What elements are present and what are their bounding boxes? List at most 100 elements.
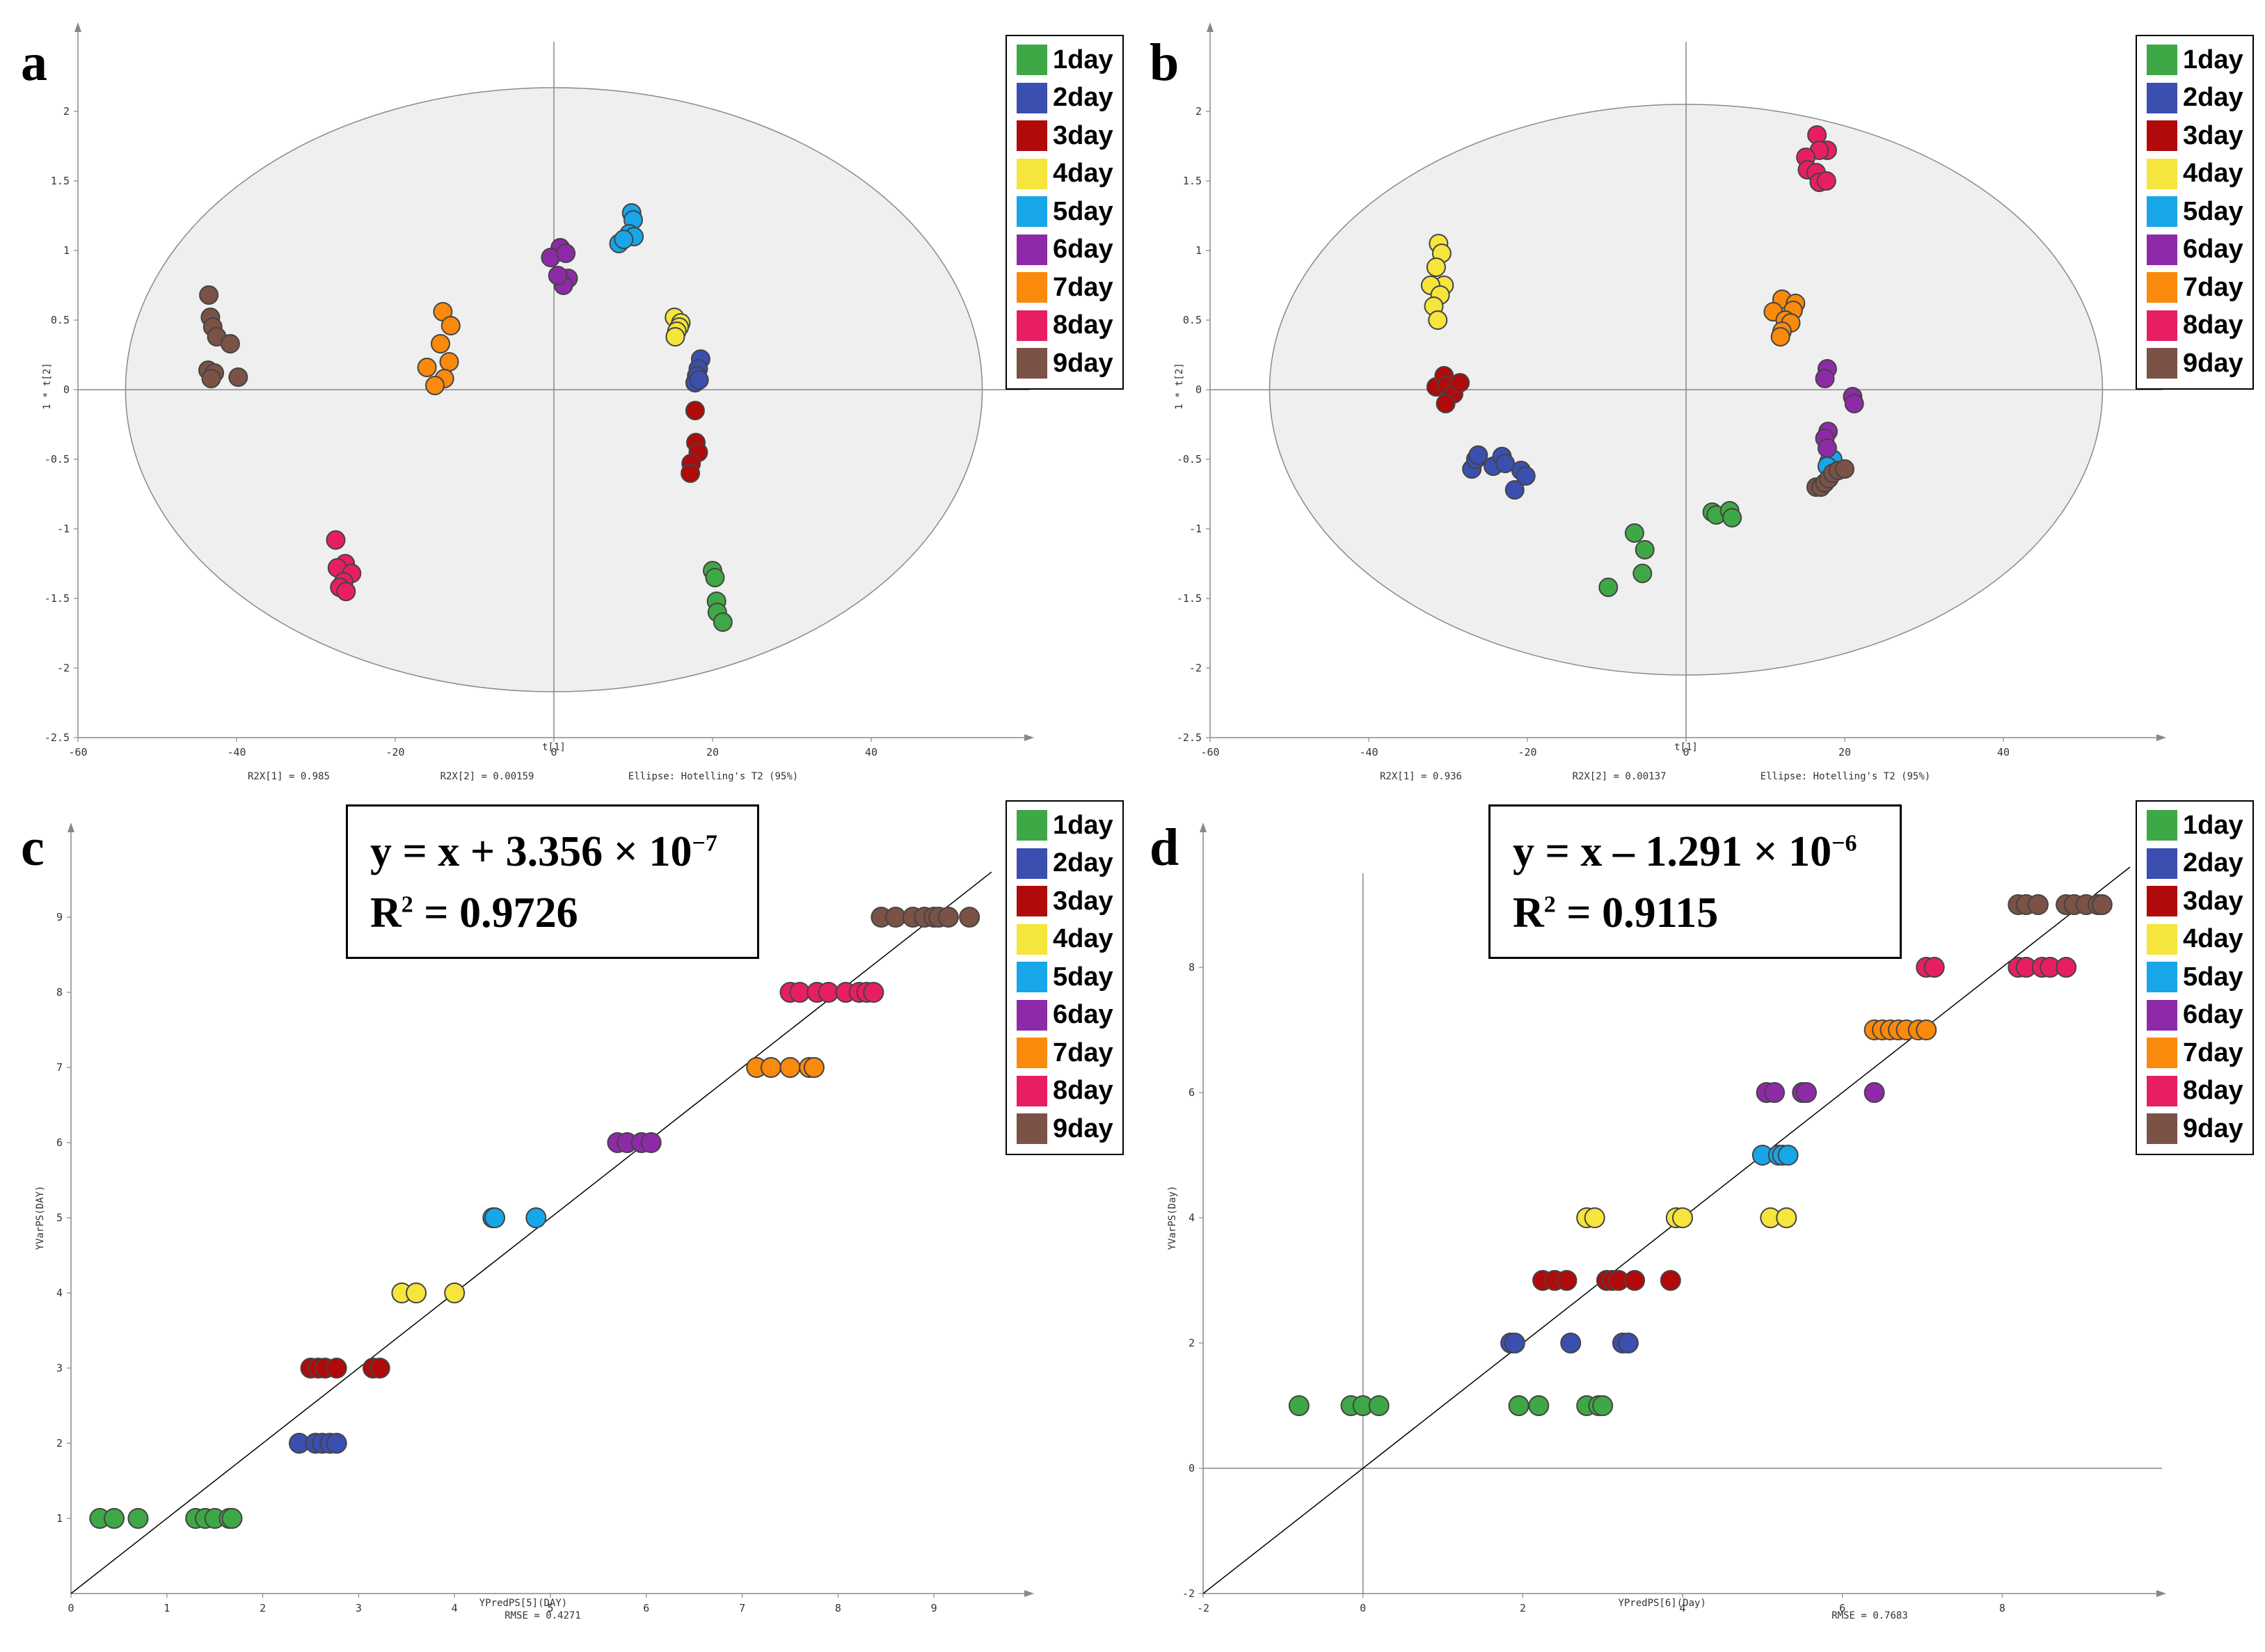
point-3day xyxy=(326,1358,347,1379)
legend-item-2day: 2day xyxy=(2147,848,2243,879)
y-tick-label: -2.5 xyxy=(1177,731,1202,744)
point-8day xyxy=(818,982,839,1003)
x-tick-label: 1 xyxy=(164,1602,170,1614)
point-6day xyxy=(640,1132,662,1153)
point-6day xyxy=(1844,394,1864,413)
footer-ellipse: Ellipse: Hotelling's T2 (95%) xyxy=(628,771,798,782)
point-7day xyxy=(1916,1019,1937,1040)
legend-item-4day: 4day xyxy=(1017,158,1113,189)
x-tick-label: -40 xyxy=(227,746,246,759)
x-axis-arrow xyxy=(1024,734,1034,741)
legend-item-7day: 7day xyxy=(1017,272,1113,303)
point-9day xyxy=(199,285,219,305)
legend-item-6day: 6day xyxy=(2147,999,2243,1031)
point-1day xyxy=(1635,540,1655,559)
y-tick-label: 9 xyxy=(56,911,63,923)
legend-swatch-2day xyxy=(1017,82,1047,113)
y-tick-label: -0.5 xyxy=(1177,453,1202,466)
legend-item-3day: 3day xyxy=(1017,886,1113,916)
legend-label-2day: 2day xyxy=(2183,83,2243,112)
x-axis-label: YPredPS[6](Day) xyxy=(1618,1598,1706,1609)
x-axis-label: t[1] xyxy=(1674,742,1698,753)
legend-item-9day: 9day xyxy=(2147,348,2243,379)
x-axis-arrow xyxy=(2156,1590,2166,1597)
legend-item-9day: 9day xyxy=(1017,348,1113,379)
point-8day xyxy=(1816,171,1836,191)
panel-letter-d: d xyxy=(1150,818,1179,877)
point-2day xyxy=(1468,445,1488,465)
x-tick-label: 40 xyxy=(1997,746,2010,759)
legend-a: 1day 2day 3day 4day 5day 6day 7day 8day 9day xyxy=(1006,35,1124,390)
equation-line-c: y = x + 3.356 × 10−7 xyxy=(370,827,717,877)
point-9day xyxy=(2091,894,2113,915)
fit-line xyxy=(1202,866,2131,1594)
point-6day xyxy=(548,266,568,285)
x-tick-label: -40 xyxy=(1359,746,1378,759)
point-2day xyxy=(1560,1333,1582,1353)
legend-item-3day: 3day xyxy=(2147,120,2243,151)
point-6day xyxy=(1815,369,1835,388)
point-1day xyxy=(1508,1395,1529,1416)
point-5day xyxy=(484,1207,506,1228)
legend-item-4day: 4day xyxy=(2147,923,2243,955)
legend-item-2day: 2day xyxy=(1017,848,1113,879)
x-axis-arrow xyxy=(1024,1590,1034,1597)
legend-swatch-4day xyxy=(1017,158,1047,189)
point-4day xyxy=(406,1282,427,1303)
x-tick-label: -20 xyxy=(386,746,404,759)
legend-swatch-8day xyxy=(2147,1075,2177,1106)
legend-swatch-6day xyxy=(2147,234,2177,265)
r2-label-c: R xyxy=(370,889,402,937)
y-axis-label: 1 * t[2] xyxy=(42,363,53,409)
point-6day xyxy=(1795,1082,1817,1103)
y-tick-label: 4 xyxy=(56,1287,63,1299)
y-tick-label: 4 xyxy=(1189,1212,1195,1224)
legend-swatch-1day xyxy=(2147,810,2177,841)
legend-item-1day: 1day xyxy=(2147,810,2243,841)
point-8day xyxy=(2056,957,2077,978)
point-7day xyxy=(440,316,461,335)
y-tick-label: 0 xyxy=(1195,383,1202,396)
legend-label-4day: 4day xyxy=(1053,924,1113,953)
y-tick-label: 2 xyxy=(1189,1337,1195,1349)
x-tick-label: 0 xyxy=(550,746,557,759)
legend-label-5day: 5day xyxy=(2183,196,2243,226)
legend-swatch-9day xyxy=(2147,348,2177,379)
x-tick-label: -20 xyxy=(1518,746,1536,759)
point-6day xyxy=(1817,438,1837,458)
legend-swatch-5day xyxy=(2147,196,2177,227)
x-tick-label: 8 xyxy=(835,1602,841,1614)
point-3day xyxy=(369,1358,390,1379)
y-tick-label: -1 xyxy=(57,523,70,535)
point-6day xyxy=(556,244,576,263)
legend-item-2day: 2day xyxy=(1017,82,1113,113)
point-7day xyxy=(779,1057,801,1078)
x-tick-label: -60 xyxy=(1200,746,1219,759)
point-9day xyxy=(201,369,221,388)
y-tick-label: 0 xyxy=(63,383,70,396)
legend-label-6day: 6day xyxy=(2183,235,2243,264)
legend-item-5day: 5day xyxy=(2147,962,2243,992)
point-7day xyxy=(803,1057,825,1078)
r2-value-d: = 0.9115 xyxy=(1555,889,1719,937)
y-tick-label: 3 xyxy=(56,1362,63,1374)
x-tick-label: 3 xyxy=(356,1602,362,1614)
legend-label-4day: 4day xyxy=(2183,159,2243,188)
footer-r2x2: R2X[2] = 0.00137 xyxy=(1573,771,1667,782)
y-axis-arrow xyxy=(1207,22,1214,32)
point-8day xyxy=(1923,957,1945,978)
x-axis-sublabel: RMSE = 0.7683 xyxy=(1831,1610,1908,1621)
equation-text-d: y = x – 1.291 × 10 xyxy=(1513,828,1832,875)
point-2day xyxy=(689,370,709,390)
legend-item-6day: 6day xyxy=(1017,234,1113,265)
fit-line xyxy=(70,871,992,1594)
legend-item-8day: 8day xyxy=(2147,1075,2243,1106)
y-tick-label: 7 xyxy=(56,1061,63,1074)
point-2day xyxy=(1617,1333,1639,1353)
x-tick-label: 9 xyxy=(931,1602,937,1614)
point-4day xyxy=(444,1282,466,1303)
legend-item-3day: 3day xyxy=(1017,120,1113,151)
legend-label-1day: 1day xyxy=(1053,45,1113,74)
r2-value-c: = 0.9726 xyxy=(413,889,578,937)
legend-swatch-5day xyxy=(1017,196,1047,227)
